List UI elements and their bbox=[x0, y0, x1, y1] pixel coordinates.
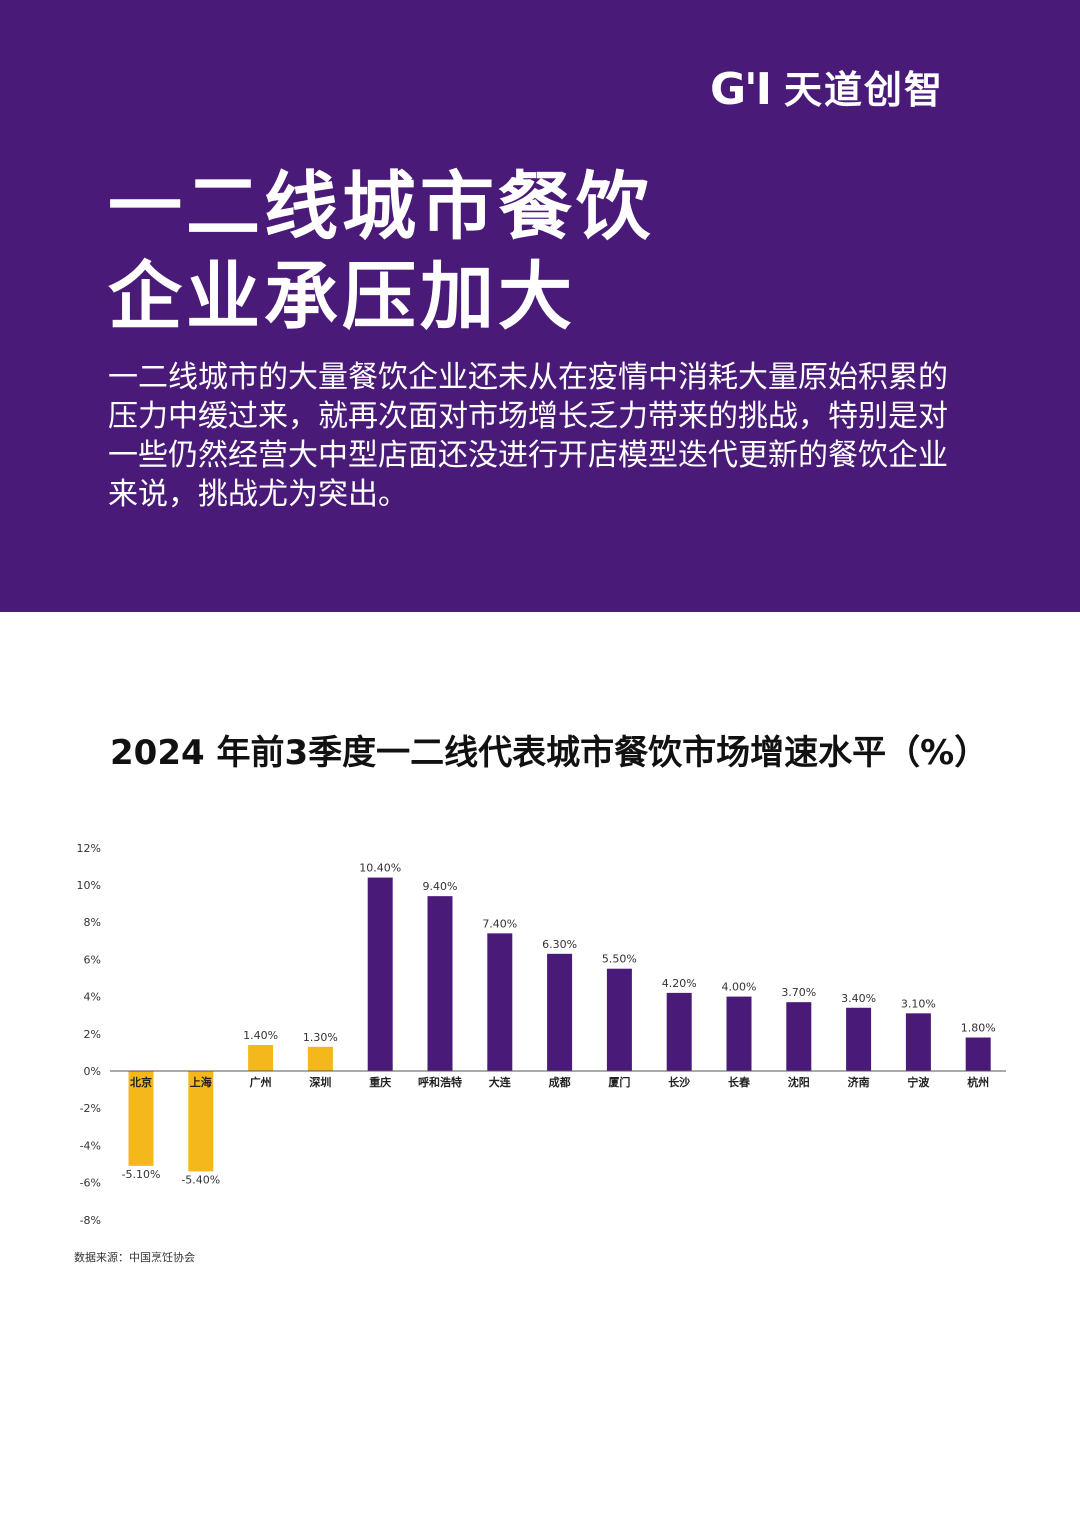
bar bbox=[965, 1037, 991, 1071]
category-label: 杭州 bbox=[967, 1075, 989, 1089]
brand-logo: G'I 天道创智 bbox=[710, 66, 944, 114]
bar bbox=[248, 1044, 274, 1071]
category-label: 宁波 bbox=[907, 1075, 930, 1089]
bar bbox=[547, 953, 573, 1071]
y-tick-label: 8% bbox=[84, 916, 101, 929]
data-label: 1.80% bbox=[961, 1022, 996, 1035]
category-label: 长沙 bbox=[668, 1075, 690, 1089]
y-tick-label: 4% bbox=[84, 991, 101, 1004]
growth-bar-chart: 12% 10% 8% 6% 4% 2% 0% -2% -4% -6% -8% 北京 -5.10% 上海 -5… bbox=[77, 842, 1006, 1227]
data-label: -5.10% bbox=[122, 1168, 161, 1181]
data-label: 3.10% bbox=[901, 997, 936, 1010]
y-tick-label: -4% bbox=[80, 1139, 101, 1152]
y-tick-label: 10% bbox=[77, 879, 101, 892]
y-tick-label: -6% bbox=[80, 1177, 101, 1190]
bar bbox=[367, 877, 393, 1071]
data-label: 6.30% bbox=[542, 938, 577, 951]
data-label: 5.50% bbox=[602, 953, 637, 966]
data-label: 1.40% bbox=[243, 1029, 278, 1042]
category-label: 济南 bbox=[848, 1075, 870, 1089]
data-label: 3.40% bbox=[841, 992, 876, 1005]
data-label: -5.40% bbox=[181, 1173, 220, 1186]
data-source-note: 数据来源：中国烹饪协会 bbox=[74, 1251, 195, 1264]
y-tick-label: 0% bbox=[84, 1065, 101, 1078]
bar bbox=[666, 992, 692, 1071]
category-label: 沈阳 bbox=[788, 1075, 810, 1089]
bar bbox=[307, 1046, 333, 1071]
data-label: 1.30% bbox=[303, 1031, 338, 1044]
data-label: 7.40% bbox=[482, 917, 517, 930]
y-tick-label: 6% bbox=[84, 953, 101, 966]
brand-name: 天道创智 bbox=[783, 68, 944, 112]
bar bbox=[606, 968, 632, 1071]
bar bbox=[188, 1071, 214, 1172]
y-tick-label: 2% bbox=[84, 1028, 101, 1041]
brand-mark: G'I bbox=[710, 64, 772, 115]
data-label: 4.00% bbox=[722, 981, 757, 994]
category-label: 广州 bbox=[250, 1075, 272, 1089]
category-label: 重庆 bbox=[369, 1075, 391, 1089]
data-label: 4.20% bbox=[662, 977, 697, 990]
y-tick-label: -2% bbox=[80, 1102, 101, 1115]
y-tick-label: 12% bbox=[77, 842, 101, 855]
bar bbox=[427, 896, 453, 1071]
bar bbox=[846, 1007, 872, 1071]
headline-line-2: 企业承压加大 bbox=[108, 254, 576, 340]
bar bbox=[726, 996, 752, 1071]
bar bbox=[786, 1002, 812, 1071]
hero-banner: G'I 天道创智 一二线城市餐饮 企业承压加大 一二线城市的大量餐饮企业还未从在… bbox=[0, 0, 1080, 612]
bar bbox=[905, 1013, 931, 1071]
category-label: 成都 bbox=[549, 1075, 571, 1089]
category-label: 大连 bbox=[489, 1075, 512, 1089]
page-headline: 一二线城市餐饮 企业承压加大 bbox=[108, 162, 654, 342]
bar bbox=[128, 1071, 154, 1166]
category-label: 长春 bbox=[728, 1075, 751, 1089]
data-label: 10.40% bbox=[359, 862, 401, 875]
category-label: 上海 bbox=[190, 1075, 212, 1089]
data-label: 3.70% bbox=[781, 986, 816, 999]
chart-title: 2024 年前3季度一二线代表城市餐饮市场增速水平（%） bbox=[110, 733, 989, 773]
category-label: 深圳 bbox=[309, 1075, 331, 1089]
bar bbox=[487, 933, 513, 1071]
category-label: 呼和浩特 bbox=[418, 1075, 462, 1089]
intro-paragraph: 一二线城市的大量餐饮企业还未从在疫情中消耗大量原始积累的压力中缓过来，就再次面对… bbox=[108, 360, 948, 512]
category-label: 北京 bbox=[130, 1075, 152, 1089]
headline-line-1: 一二线城市餐饮 bbox=[108, 164, 654, 250]
y-tick-label: -8% bbox=[80, 1214, 101, 1227]
data-label: 9.40% bbox=[423, 880, 458, 893]
category-label: 厦门 bbox=[608, 1075, 630, 1089]
